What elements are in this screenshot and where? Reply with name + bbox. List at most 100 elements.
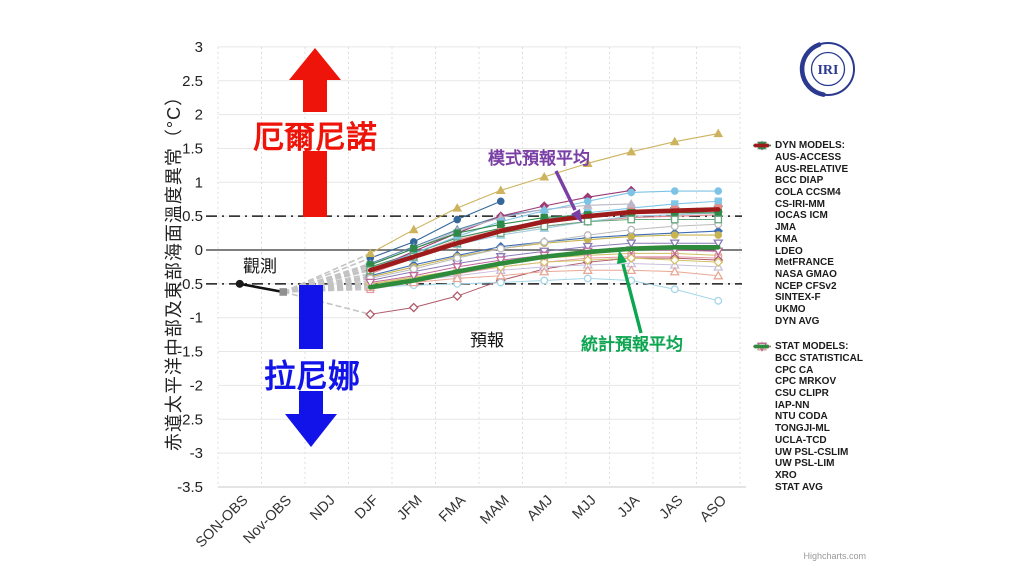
legend-item-metfrance[interactable]: MetFRANCE bbox=[753, 141, 903, 269]
legend-item-nasa-gmao[interactable]: NASA GMAO bbox=[753, 140, 903, 281]
legend-item-dyn-avg[interactable]: DYN AVG bbox=[753, 143, 903, 327]
legend-item-label: CSU CLIPR bbox=[775, 388, 829, 400]
legend-marker bbox=[753, 140, 771, 292]
iri-logo: IRI bbox=[799, 40, 859, 100]
legend-marker bbox=[753, 141, 771, 163]
observed-series bbox=[235, 279, 288, 296]
legend-item-ldeo[interactable]: LDEO bbox=[753, 141, 903, 257]
stat-avg-pointer-arrow bbox=[617, 250, 643, 334]
legend-item-label: IOCAS ICM bbox=[775, 210, 828, 222]
legend-item-ncep-cfsv2[interactable]: NCEP CFSv2 bbox=[753, 140, 903, 292]
elnino-arrow bbox=[289, 48, 341, 217]
legend-stat-header: STAT MODELS: bbox=[775, 341, 849, 352]
legend-marker bbox=[753, 342, 771, 364]
legend-marker bbox=[753, 141, 771, 245]
legend-item-label: UCLA-TCD bbox=[775, 434, 827, 446]
x-tick-label: JAS bbox=[656, 493, 686, 523]
legend-item-label: CPC MRKOV bbox=[775, 376, 837, 388]
legend-item-ukmo[interactable]: UKMO bbox=[753, 141, 903, 316]
legend-marker bbox=[753, 341, 771, 387]
series-uw-psl-lim bbox=[365, 265, 724, 291]
iri-logo-text: IRI bbox=[817, 63, 838, 78]
y-tick-label: 1.5 bbox=[182, 140, 203, 157]
legend-item-aus-access[interactable]: AUS-ACCESS bbox=[753, 141, 903, 164]
legend-item-kma[interactable]: KMA bbox=[753, 141, 903, 246]
legend-item-bcc-statistical[interactable]: BCC STATISTICAL bbox=[753, 342, 903, 365]
legend-marker bbox=[753, 342, 771, 446]
legend-item-sintex-f[interactable]: SINTEX-F bbox=[753, 141, 903, 304]
legend-item-ucla-tcd[interactable]: UCLA-TCD bbox=[753, 342, 903, 447]
x-tick-label: AMJ bbox=[524, 493, 556, 525]
legend-marker bbox=[753, 140, 771, 280]
legend-item-ntu-coda[interactable]: NTU CODA bbox=[753, 342, 903, 423]
forecast-label: 預報 bbox=[470, 331, 504, 350]
stat-avg-label: 統計預報平均 bbox=[581, 335, 683, 354]
legend-item-label: SINTEX-F bbox=[775, 292, 821, 304]
legend-item-aus-relative[interactable]: AUS-RELATIVE bbox=[753, 140, 903, 175]
y-tick-label: 2.5 bbox=[182, 73, 203, 90]
y-tick-label: -0.5 bbox=[177, 276, 203, 293]
legend-item-iocas-icm[interactable]: IOCAS ICM bbox=[753, 140, 903, 222]
legend-marker bbox=[753, 344, 771, 493]
y-tick-label: -1.5 bbox=[177, 344, 203, 361]
highcharts-credit[interactable]: Highcharts.com bbox=[803, 551, 866, 561]
legend-item-iap-nn[interactable]: IAP-NN bbox=[753, 342, 903, 411]
legend-item-bcc-diap[interactable]: BCC DIAP bbox=[753, 141, 903, 187]
legend-marker bbox=[753, 341, 771, 469]
legend-item-label: BCC DIAP bbox=[775, 175, 824, 187]
legend-item-csu-clipr[interactable]: CSU CLIPR bbox=[753, 341, 903, 400]
model-avg-label: 模式預報平均 bbox=[488, 149, 590, 168]
y-tick-label: 2 bbox=[195, 107, 203, 124]
x-tick-label: MJJ bbox=[569, 493, 599, 523]
legend-marker bbox=[753, 342, 771, 434]
series-stat-avg bbox=[367, 244, 721, 290]
legend-item-label: DYN AVG bbox=[775, 315, 820, 327]
legend-marker bbox=[753, 140, 771, 175]
y-axis-title: 赤道太平洋中部及東部海面溫度異常（°C） bbox=[164, 86, 184, 452]
series-cola-ccsm4 bbox=[365, 128, 724, 257]
legend-item-label: UW PSL-CSLIM bbox=[775, 446, 849, 458]
model-avg-pointer-arrow bbox=[554, 170, 582, 223]
legend-marker bbox=[753, 342, 771, 376]
legend-item-label: NTU CODA bbox=[775, 411, 828, 423]
legend-marker bbox=[753, 141, 771, 257]
legend-item-label: AUS-RELATIVE bbox=[775, 163, 849, 175]
legend-marker bbox=[753, 141, 771, 210]
legend-item-cs-iri-mm[interactable]: CS-IRI-MM bbox=[753, 141, 903, 210]
x-tick-label: NDJ bbox=[307, 493, 338, 524]
legend-item-label: AUS-ACCESS bbox=[775, 152, 842, 164]
forecast-connectors bbox=[282, 252, 371, 316]
legend-item-uw-psl-lim[interactable]: UW PSL-LIM bbox=[753, 341, 903, 470]
legend-item-cola-ccsm4[interactable]: COLA CCSM4 bbox=[753, 140, 903, 199]
legend-item-uw-psl-cslim[interactable]: UW PSL-CSLIM bbox=[753, 341, 903, 458]
legend-marker bbox=[753, 342, 771, 411]
legend-item-cpc-ca[interactable]: CPC CA bbox=[753, 342, 903, 376]
legend-marker bbox=[753, 341, 771, 399]
y-tick-label: -2 bbox=[190, 377, 203, 394]
legend-marker bbox=[753, 140, 771, 233]
x-tick-label: ASO bbox=[697, 493, 730, 526]
y-tick-label: -3.5 bbox=[177, 479, 203, 496]
legend-item-label: UKMO bbox=[775, 303, 806, 315]
x-tick-label: DJF bbox=[352, 492, 382, 522]
legend-item-label: COLA CCSM4 bbox=[775, 187, 841, 199]
legend-item-label: IAP-NN bbox=[775, 399, 810, 411]
y-tick-label: -3 bbox=[190, 445, 203, 462]
y-tick-label: 3 bbox=[195, 39, 203, 56]
legend-item-label: LDEO bbox=[775, 245, 803, 257]
legend-item-label: TONGJI-ML bbox=[775, 423, 830, 435]
x-tick-label: JJA bbox=[615, 492, 644, 521]
legend-marker bbox=[753, 140, 771, 221]
x-tick-label: SON-OBS bbox=[193, 493, 252, 552]
legend-item-tongji-ml[interactable]: TONGJI-ML bbox=[753, 342, 903, 435]
legend-marker bbox=[753, 342, 771, 422]
observed-label: 觀測 bbox=[243, 257, 277, 276]
legend-marker bbox=[753, 140, 771, 198]
x-tick-label: MAM bbox=[477, 493, 512, 528]
legend-item-stat-avg[interactable]: STAT AVG bbox=[753, 344, 903, 493]
legend-item-jma[interactable]: JMA bbox=[753, 140, 903, 234]
legend-item-cpc-mrkov[interactable]: CPC MRKOV bbox=[753, 341, 903, 388]
legend-item-label: KMA bbox=[775, 233, 798, 245]
legend-item-xro[interactable]: XRO bbox=[753, 342, 903, 482]
